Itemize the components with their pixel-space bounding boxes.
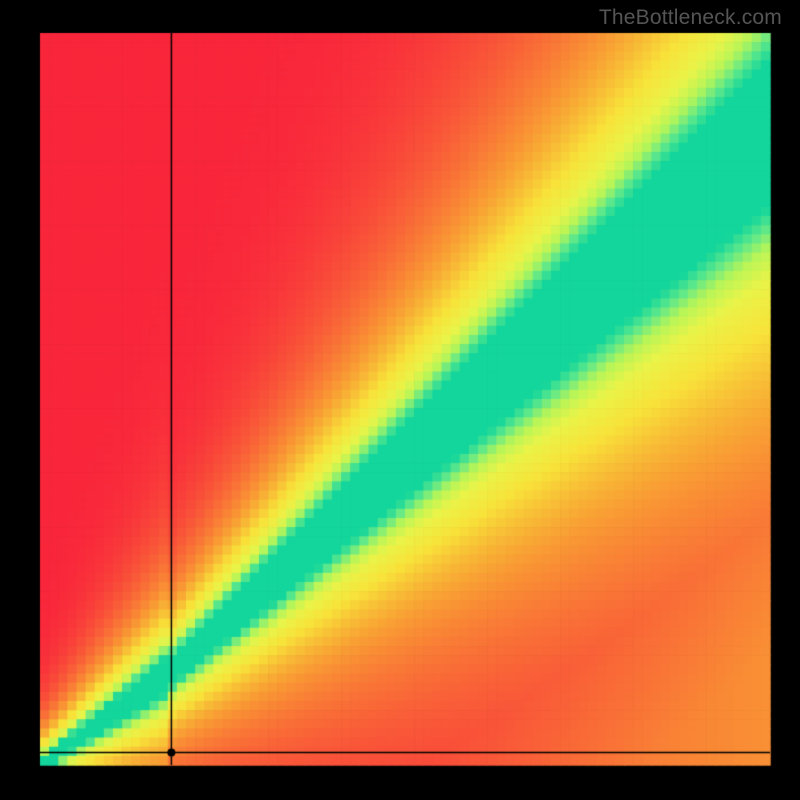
heatmap-canvas [0,0,800,800]
chart-root: TheBottleneck.com [0,0,800,800]
watermark-text: TheBottleneck.com [599,6,782,30]
